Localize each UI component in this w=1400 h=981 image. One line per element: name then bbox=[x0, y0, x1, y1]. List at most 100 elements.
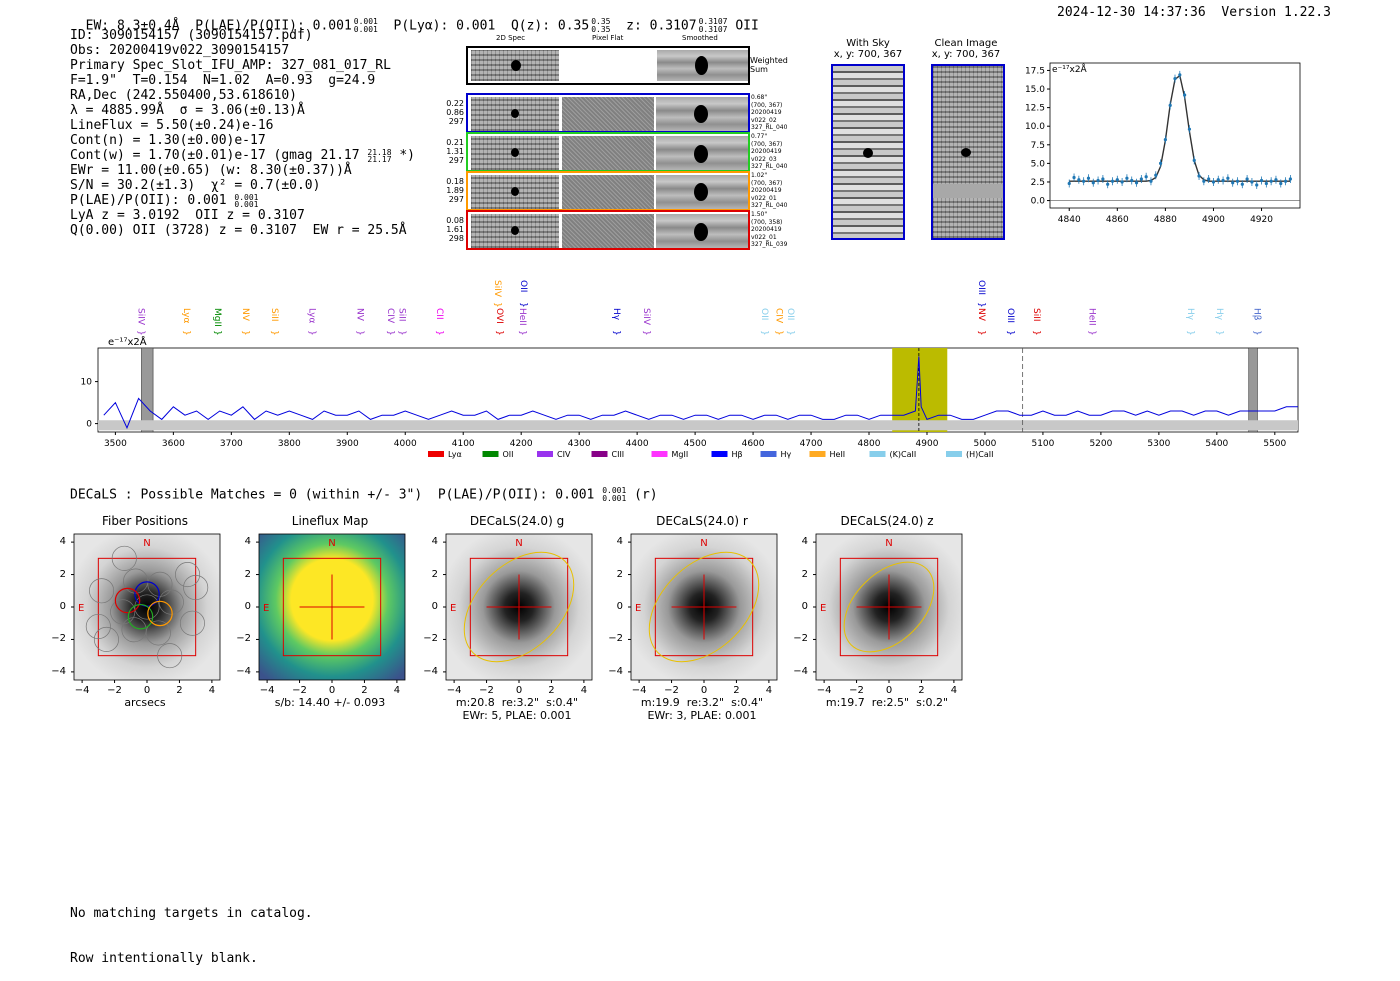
cutout-smooth bbox=[656, 136, 748, 170]
spectrum-x-tick-label: 5100 bbox=[1031, 439, 1054, 449]
fiber-circle bbox=[121, 617, 147, 643]
weighted-2d bbox=[471, 50, 559, 81]
spectrum-x-tick-label: 4100 bbox=[452, 439, 475, 449]
weighted-label: Weighted Sum bbox=[750, 56, 788, 74]
panel-y-tick-label: −4 bbox=[236, 665, 251, 677]
info-params: F=1.9" T=0.154 N=1.02 A=0.93 g=24.9 bbox=[70, 73, 376, 88]
spectral-line-brace: } bbox=[611, 330, 621, 336]
zoom-data-point bbox=[1134, 181, 1139, 185]
spectral-line-label: Hγ} bbox=[1185, 308, 1195, 336]
north-label: N bbox=[700, 538, 707, 549]
decals-panel-5: DECaLS(24.0) z N E −4 −2 0 2 4 4 2 0 −2 −4 m:19.7 re:… bbox=[793, 512, 987, 712]
legend-label: Hγ bbox=[781, 450, 792, 459]
fiber-circle bbox=[93, 626, 119, 652]
header-z-sup: 0.3107 bbox=[698, 17, 728, 26]
panel-x-tick-label: 2 bbox=[548, 685, 554, 696]
with-sky-xy: x, y: 700, 367 bbox=[833, 49, 903, 60]
zoom-x-tick-label: 4880 bbox=[1154, 215, 1177, 225]
spectral-line-brace: } bbox=[1005, 330, 1015, 336]
legend-swatch bbox=[591, 451, 608, 457]
header-plae-sub: 0.001 bbox=[353, 25, 378, 34]
galaxy-ellipse bbox=[463, 551, 575, 663]
spectrum-highlight-band bbox=[892, 348, 948, 432]
zoom-data-point bbox=[1245, 177, 1249, 181]
legend-label: CIII bbox=[612, 450, 625, 459]
panel-y-tick-label: 0 bbox=[801, 601, 808, 612]
fiber-circle bbox=[123, 568, 149, 594]
cutout-meta: 327_RL_039 bbox=[751, 241, 788, 248]
zoom-y-tick-label: 12.5 bbox=[1025, 104, 1045, 114]
spectral-line-brace: } bbox=[492, 302, 502, 308]
spectrum-frame bbox=[97, 347, 1299, 433]
spectral-line-label: Hγ} bbox=[1214, 308, 1224, 336]
zoom-data-point bbox=[1086, 176, 1091, 180]
version: Version 1.22.3 bbox=[1221, 5, 1331, 20]
fiber-circle bbox=[110, 599, 136, 625]
spectrum-x-tick-label: 3800 bbox=[278, 439, 301, 449]
panel-x-tick-label: 4 bbox=[209, 685, 215, 696]
zoom-data-point bbox=[1144, 175, 1148, 179]
spectrum-x-tick-label: 3900 bbox=[336, 439, 359, 449]
cutout-meta: v022_01 bbox=[751, 194, 777, 202]
zoom-data-point bbox=[1125, 176, 1129, 180]
cutout-flat bbox=[562, 175, 654, 209]
zoom-y-tick-label: 10.0 bbox=[1025, 122, 1045, 132]
spectral-line-label-text: NV bbox=[355, 308, 365, 322]
panel-y-tick-label: 2 bbox=[616, 568, 623, 580]
panel-y-tick-label: 0 bbox=[431, 601, 438, 612]
footer-line-2: Row intentionally blank. bbox=[70, 951, 258, 966]
cutout-row-stats: 0.22 0.86 297 bbox=[446, 99, 464, 126]
panel-x-tick-label: −4 bbox=[817, 685, 832, 696]
cutout-row-stats: 0.21 1.31 297 bbox=[446, 138, 464, 165]
spectral-line-brace: } bbox=[518, 302, 528, 308]
decals-summary-text: DECaLS : Possible Matches = 0 (within +/… bbox=[70, 487, 595, 503]
legend-swatch bbox=[482, 451, 499, 457]
spectral-line-brace: } bbox=[641, 330, 651, 336]
with-sky-image bbox=[831, 64, 905, 240]
spectral-line-brace: } bbox=[976, 302, 986, 308]
info-plae-sub: 0.001 bbox=[234, 199, 259, 209]
legend-label: MgII bbox=[672, 450, 689, 459]
with-sky-title: With Sky bbox=[846, 38, 890, 49]
info-oii: Q(0.00) OII (3728) z = 0.3107 EW r = 25.… bbox=[70, 223, 407, 238]
zoom-data-point bbox=[1231, 181, 1235, 185]
spectral-line-label-text: CII bbox=[434, 308, 444, 320]
spectral-line-label: SiII} bbox=[269, 308, 279, 336]
panel-x-tick-label: 4 bbox=[951, 685, 957, 696]
panel-y-tick-label: −2 bbox=[236, 633, 251, 645]
fiber-circle bbox=[179, 610, 205, 636]
fiber-highlight bbox=[127, 603, 154, 630]
zoom-data-point bbox=[1178, 73, 1182, 77]
cutout-row-meta: 1.50" (700, 358) 20200419 v022_01 327_RL_039 bbox=[751, 211, 801, 249]
zoom-data-point bbox=[1096, 178, 1100, 183]
zoom-data-point bbox=[1091, 181, 1095, 185]
info-plae: P(LAE)/P(OII): 0.001 0.001 0.001 bbox=[70, 193, 415, 208]
spectral-line-brace: } bbox=[773, 330, 783, 336]
spectral-line-label-text: SiIV bbox=[492, 280, 502, 298]
header-z-line: OII bbox=[735, 18, 759, 34]
clean-panel: Clean Image x, y: 700, 367 bbox=[928, 38, 1005, 240]
fiber-circle bbox=[89, 578, 115, 604]
decals-panel-2: Lineflux Map N E −4 −2 0 2 4 4 2 0 −2 −4 s/b: 14.40 +… bbox=[236, 512, 430, 712]
zoom-data-point bbox=[1221, 178, 1225, 183]
legend-label: Lyα bbox=[448, 450, 462, 459]
spectral-line-label: OII} bbox=[518, 280, 528, 308]
panel-x-tick-label: −4 bbox=[260, 685, 275, 696]
cutout-row-stats: 0.08 1.61 298 bbox=[446, 216, 464, 243]
spectral-line-label: HeII} bbox=[517, 308, 527, 336]
decals-panel-plot: N E −4 −2 0 2 4 bbox=[256, 533, 406, 696]
fiber-highlight bbox=[114, 587, 141, 614]
legend-swatch bbox=[809, 451, 826, 457]
cutout-meta: 20200419 bbox=[751, 109, 782, 116]
spectrum-unit-label: e⁻¹⁷x2Å bbox=[108, 335, 147, 348]
cutout-meta: 20200419 bbox=[751, 187, 782, 194]
cutout-meta: 327_RL_040 bbox=[751, 124, 788, 131]
cutout-stat: 0.18 bbox=[446, 177, 464, 186]
decals-panel-title: Lineflux Map bbox=[291, 514, 369, 528]
legend-label: HeII bbox=[830, 450, 846, 459]
search-box bbox=[654, 557, 754, 657]
spectral-line-label-text: HeII bbox=[1086, 308, 1096, 326]
cutout-2d bbox=[471, 136, 559, 170]
spectrum-masked-region bbox=[1248, 347, 1258, 433]
legend-label: (K)CaII bbox=[890, 450, 917, 459]
